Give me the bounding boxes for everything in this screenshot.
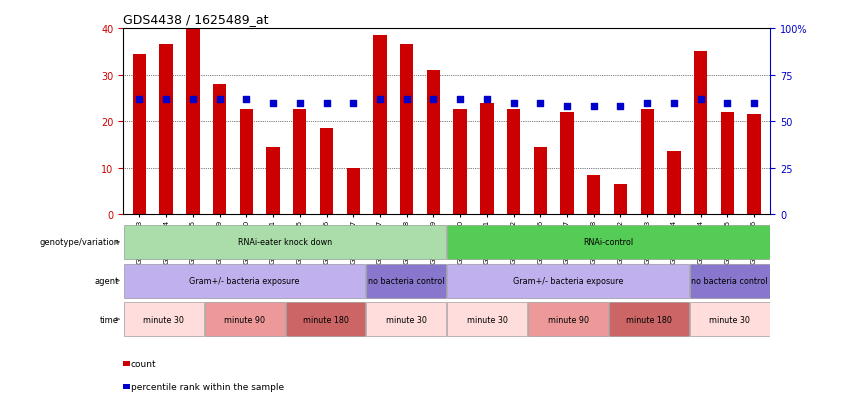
Bar (367, 302, 446, 336)
Point (159, 96, 173, 103)
Text: no bacteria control: no bacteria control (692, 276, 768, 285)
Bar (186, 29, 200, 215)
Point (614, 104, 627, 110)
Text: agent: agent (94, 276, 119, 285)
Text: Gram+/- bacteria exposure: Gram+/- bacteria exposure (190, 276, 300, 285)
Bar (448, 264, 688, 298)
Bar (205, 302, 284, 336)
Bar (448, 225, 769, 259)
Point (239, 96, 253, 103)
Bar (133, 55, 146, 215)
Point (694, 96, 707, 103)
Text: minute 30: minute 30 (709, 315, 751, 324)
Text: time: time (100, 315, 119, 324)
Bar (641, 110, 654, 215)
Bar (480, 103, 494, 215)
Bar (367, 264, 446, 298)
Bar (747, 115, 761, 215)
Text: GDS4438 / 1625489_at: GDS4438 / 1625489_at (123, 13, 269, 26)
Bar (560, 112, 574, 215)
Bar (293, 110, 306, 215)
Text: RNAi-eater knock down: RNAi-eater knock down (238, 238, 332, 247)
Point (560, 104, 574, 110)
Bar (534, 147, 547, 215)
Point (747, 100, 761, 107)
Bar (124, 225, 446, 259)
Point (186, 96, 200, 103)
Point (667, 100, 681, 107)
Bar (507, 110, 520, 215)
Point (213, 96, 226, 103)
Text: count: count (130, 359, 157, 368)
Point (641, 100, 654, 107)
Point (454, 96, 467, 103)
Point (373, 96, 386, 103)
Bar (528, 302, 608, 336)
Bar (690, 302, 769, 336)
Bar (286, 302, 365, 336)
Bar (240, 110, 253, 215)
Point (587, 104, 601, 110)
Bar (614, 185, 627, 215)
Bar (667, 152, 681, 215)
Text: minute 30: minute 30 (143, 315, 185, 324)
Bar (346, 169, 360, 215)
Point (426, 96, 440, 103)
Bar (690, 264, 769, 298)
Bar (320, 129, 334, 215)
Point (133, 96, 146, 103)
Point (293, 100, 306, 107)
Bar (124, 264, 365, 298)
Bar (454, 110, 467, 215)
Text: minute 90: minute 90 (547, 315, 589, 324)
Bar (609, 302, 688, 336)
Point (320, 100, 334, 107)
Bar (266, 147, 280, 215)
Bar (721, 112, 734, 215)
Text: minute 90: minute 90 (224, 315, 266, 324)
Point (480, 96, 494, 103)
Text: minute 30: minute 30 (466, 315, 508, 324)
Text: Gram+/- bacteria exposure: Gram+/- bacteria exposure (513, 276, 623, 285)
Point (721, 100, 734, 107)
Text: minute 30: minute 30 (386, 315, 427, 324)
Point (400, 96, 414, 103)
Bar (374, 36, 386, 215)
Text: RNAi-control: RNAi-control (584, 238, 633, 247)
Point (346, 100, 360, 107)
Bar (448, 302, 527, 336)
Bar (159, 45, 173, 215)
Point (266, 100, 280, 107)
Bar (124, 302, 203, 336)
Bar (587, 175, 601, 215)
Bar (213, 85, 226, 215)
Text: no bacteria control: no bacteria control (368, 276, 444, 285)
Bar (694, 52, 707, 215)
Bar (400, 45, 414, 215)
Text: percentile rank within the sample: percentile rank within the sample (130, 382, 283, 391)
Text: genotype/variation: genotype/variation (39, 238, 119, 247)
Text: minute 180: minute 180 (626, 315, 671, 324)
Text: minute 180: minute 180 (303, 315, 348, 324)
Bar (426, 71, 440, 215)
Point (507, 100, 521, 107)
Point (534, 100, 547, 107)
